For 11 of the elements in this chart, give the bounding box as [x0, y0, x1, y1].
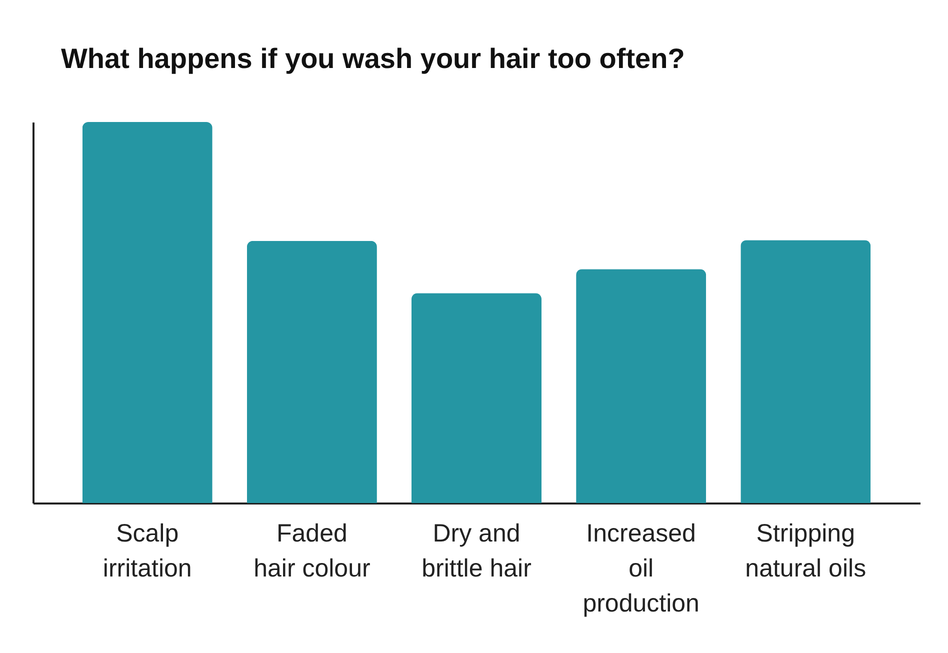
bar	[246, 240, 377, 503]
bar	[740, 240, 871, 503]
x-tick-label: Increased oil production	[582, 520, 700, 618]
chart-title: What happens if you wash your hair too often?	[61, 43, 685, 74]
x-tick-label: Stripping natural oils	[745, 520, 866, 582]
bar	[576, 269, 706, 503]
bar	[82, 122, 212, 503]
x-tick-label: Dry and brittle hair	[422, 520, 532, 582]
bar	[411, 293, 542, 503]
x-tick-label: Scalp irritation	[102, 520, 192, 582]
x-tick-label: Faded hair colour	[254, 520, 370, 582]
